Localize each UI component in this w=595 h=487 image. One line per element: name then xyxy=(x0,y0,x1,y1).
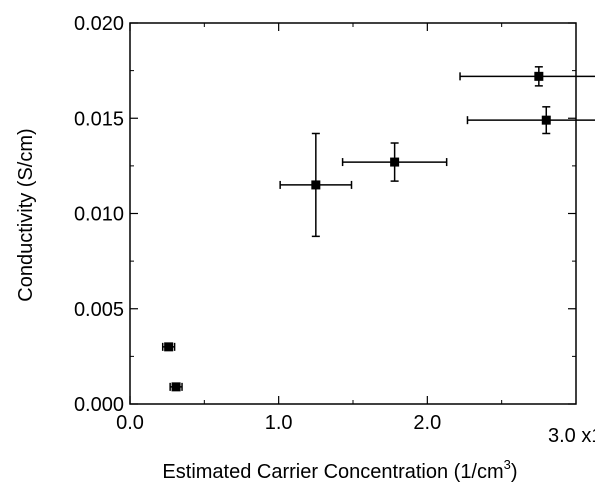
data-point-6 xyxy=(466,106,595,135)
square-marker xyxy=(171,382,181,392)
x-axis-label-main: Estimated Carrier Concentration (1/cm xyxy=(162,461,503,483)
data-point-5 xyxy=(459,66,595,87)
x-axis-label-suffix: ) xyxy=(511,461,518,483)
data-point-1 xyxy=(161,342,176,352)
y-tick-label: 0.015 xyxy=(74,108,124,130)
square-marker xyxy=(311,180,321,190)
x-tick-label: 0.0 xyxy=(116,412,144,434)
y-axis-label: Conductivity (S/cm) xyxy=(15,128,37,301)
x-tick-label: 2.0 xyxy=(413,412,441,434)
square-marker xyxy=(541,115,551,125)
y-tick-label: 0.005 xyxy=(74,299,124,321)
x-axis-ticks: 0.0 1.0 2.0 3.0 x1020 xyxy=(116,23,595,447)
y-tick-label: 0.020 xyxy=(74,13,124,35)
y-tick-label: 0.000 xyxy=(74,394,124,416)
data-point-4 xyxy=(341,142,448,182)
square-marker xyxy=(534,71,544,81)
data-points xyxy=(161,66,595,392)
x-axis-label: Estimated Carrier Concentration (1/cm3) xyxy=(162,457,517,483)
y-tick-label: 0.010 xyxy=(74,204,124,226)
plot-frame xyxy=(129,22,577,405)
data-point-3 xyxy=(279,132,353,238)
x-tick-label-last-base: 3.0 x10 xyxy=(548,425,595,447)
x-tick-label: 1.0 xyxy=(265,412,293,434)
x-axis-label-superscript: 3 xyxy=(504,457,511,472)
x-tick-label-last: 3.0 x1020 xyxy=(548,421,595,447)
square-marker xyxy=(390,157,400,167)
data-point-2 xyxy=(169,382,183,392)
square-marker xyxy=(164,342,174,352)
y-axis-ticks: 0.000 0.005 0.010 0.015 0.020 xyxy=(74,13,576,416)
